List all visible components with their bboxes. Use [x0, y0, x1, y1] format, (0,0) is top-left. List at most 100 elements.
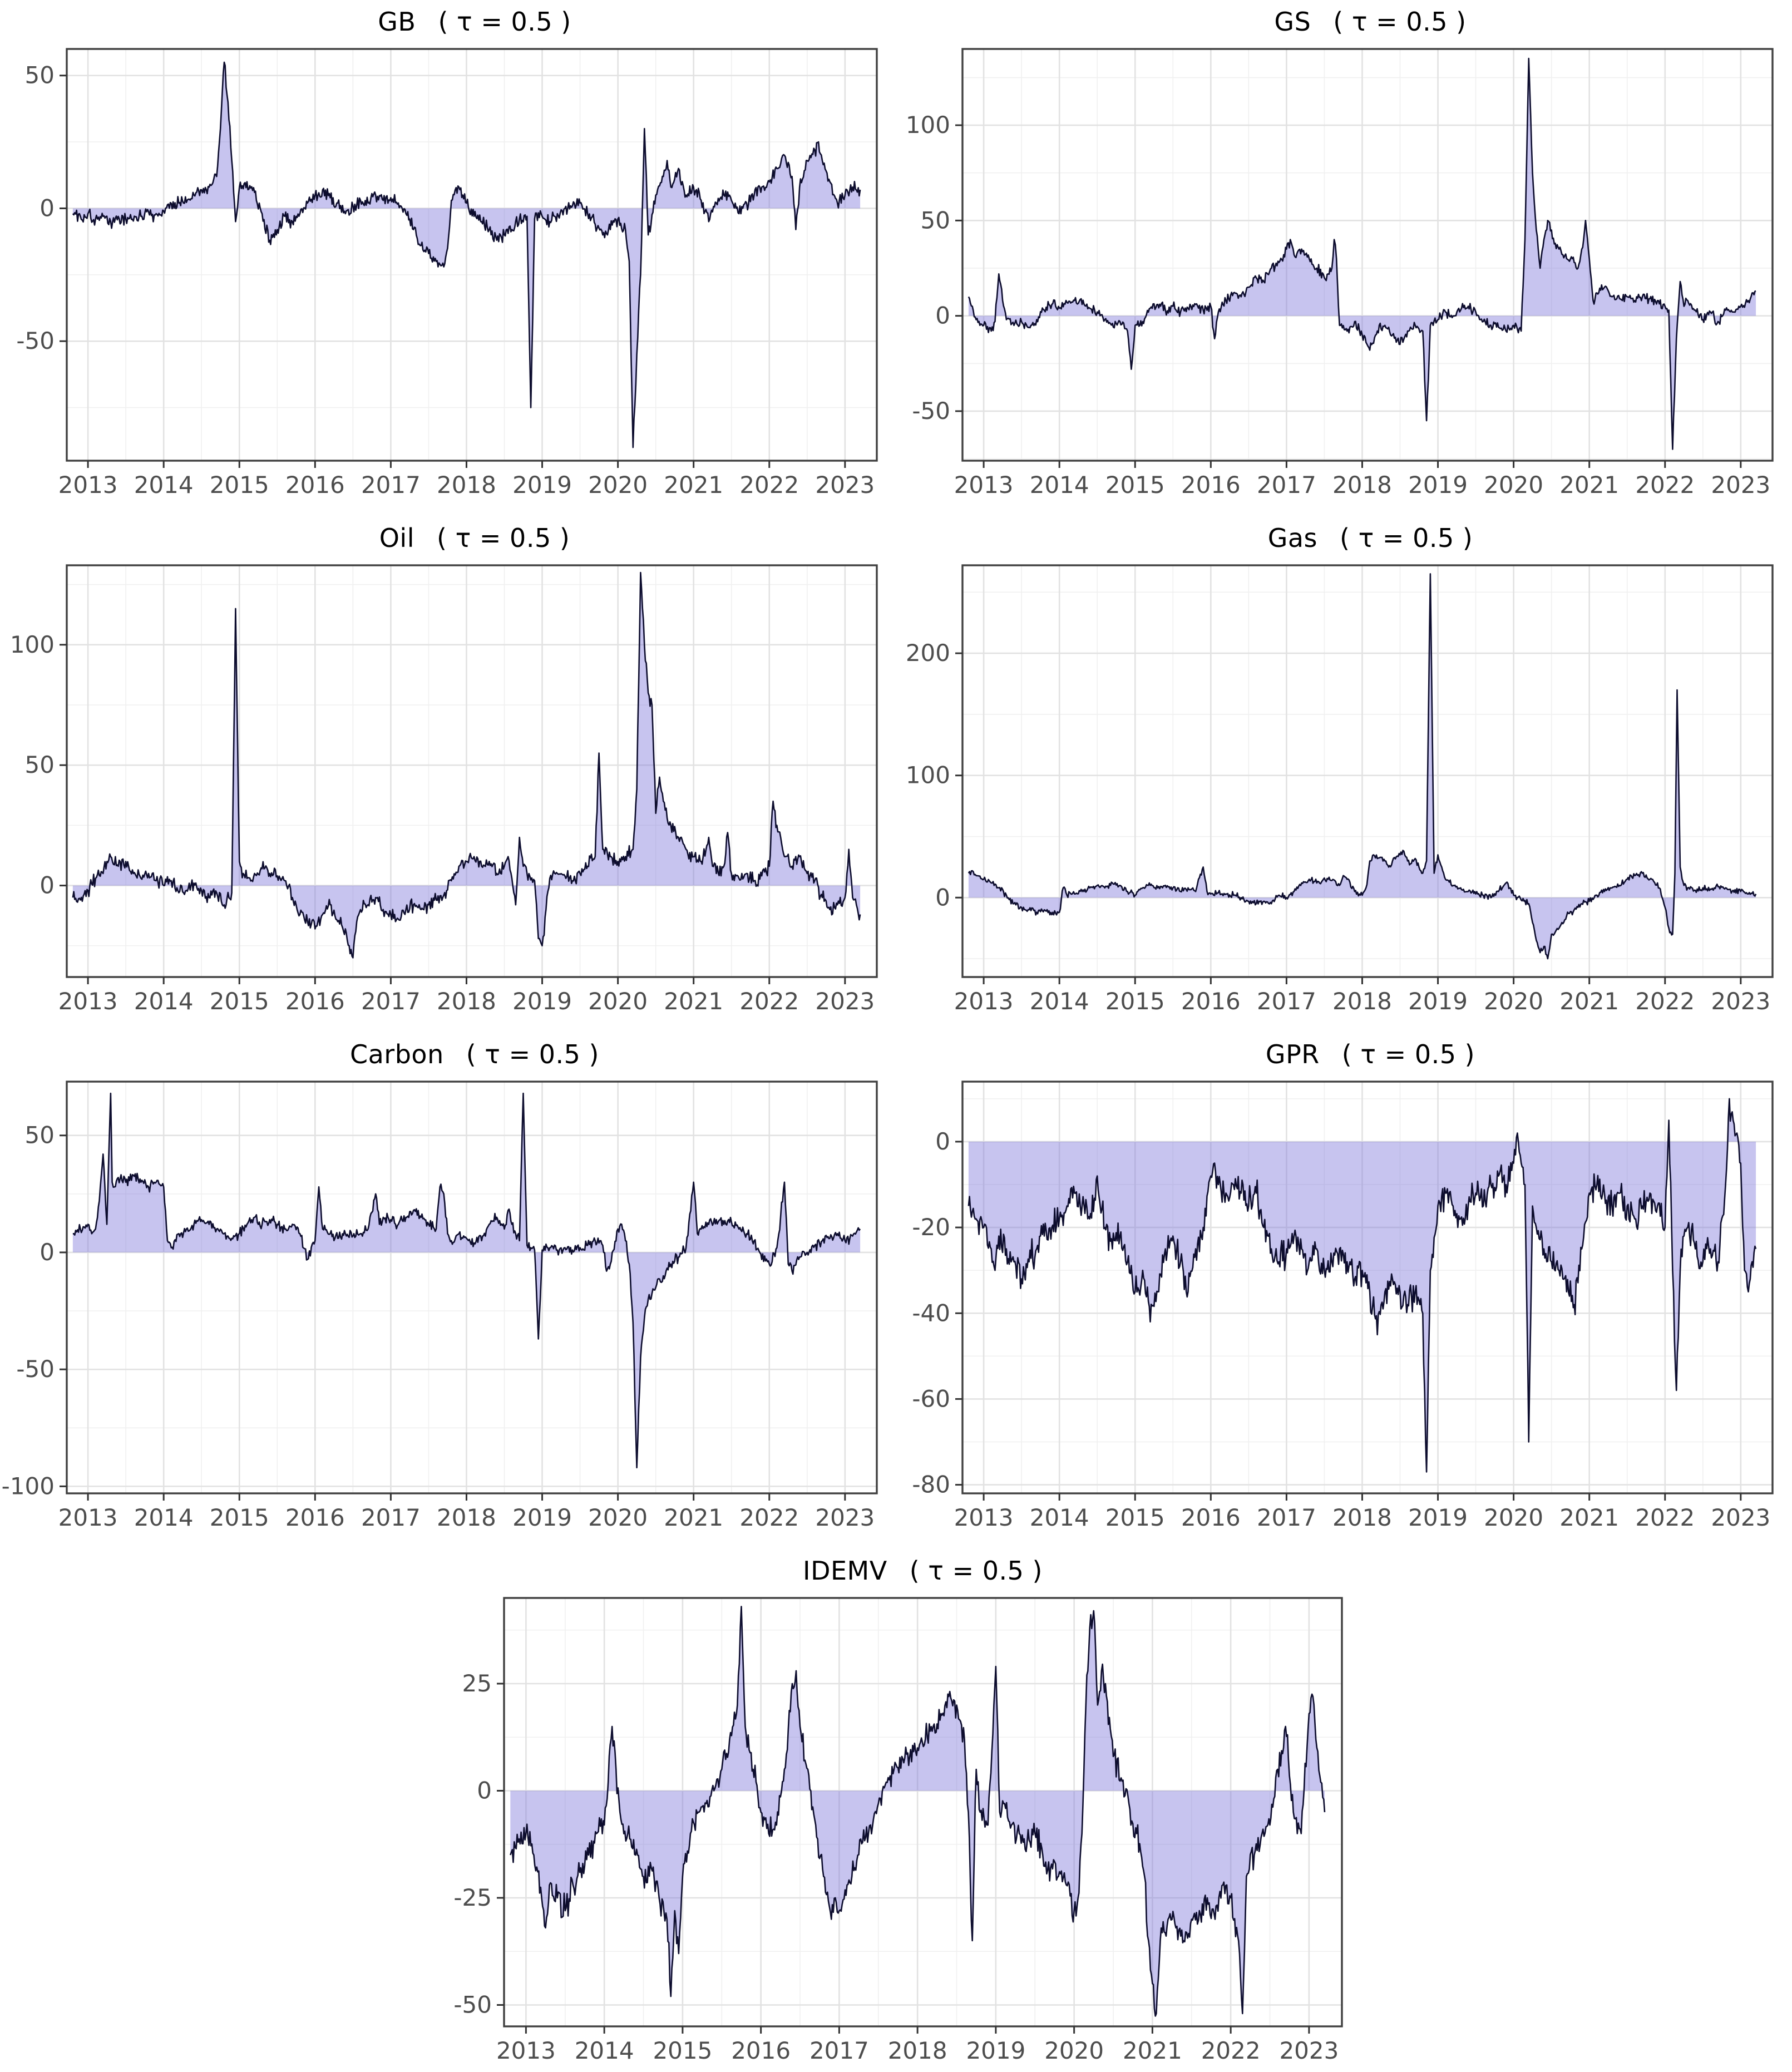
x-tick-label: 2021: [1122, 2037, 1182, 2064]
x-tick-label: 2019: [966, 2037, 1025, 2064]
x-tick-label: 2014: [1030, 988, 1089, 1015]
chart-panel-oil: Oil ( τ = 0.5 ) 2013 2014 2015 2016 2017 2018…: [0, 521, 896, 1023]
x-tick-label: 2018: [1332, 988, 1392, 1015]
area-fill: [72, 573, 861, 958]
chart-row-1: GB ( τ = 0.5 ) 2013 2014 2015 2016 2017 2018 2…: [0, 4, 1792, 506]
x-tick-label: 2022: [739, 988, 799, 1015]
x-tick-label: 2020: [1484, 1504, 1543, 1531]
x-tick-label: 2021: [664, 988, 723, 1015]
y-tick-label: -50: [912, 397, 950, 425]
x-tick-label: 2013: [58, 988, 118, 1015]
chart-title-tau: ( τ = 0.5 ): [466, 1039, 599, 1069]
x-tick-label: 2015: [1105, 471, 1165, 499]
y-tick-label: 50: [25, 751, 55, 778]
chart-title-gas: Gas ( τ = 0.5 ): [896, 521, 1791, 555]
x-tick-label: 2013: [954, 1504, 1014, 1531]
x-tick-label: 2023: [1711, 988, 1770, 1015]
series-line: [72, 571, 861, 959]
x-tick-label: 2017: [809, 2037, 868, 2064]
x-tick-label: 2019: [1408, 988, 1468, 1015]
y-tick-label: 50: [25, 62, 55, 89]
x-tick-label: 2022: [1635, 1504, 1695, 1531]
chart-row-2: Oil ( τ = 0.5 ) 2013 2014 2015 2016 2017 2018…: [0, 521, 1792, 1023]
x-tick-label: 2020: [588, 988, 648, 1015]
panel-border: [66, 564, 878, 978]
x-tick-label: 2016: [1181, 471, 1241, 499]
x-tick-label: 2014: [134, 988, 194, 1015]
chart-title-tau: ( τ = 0.5 ): [437, 523, 570, 553]
chart-row-3: Carbon ( τ = 0.5 ) 2013 2014 2015 2016 2017 2…: [0, 1037, 1792, 1539]
x-tick-label: 2019: [512, 471, 572, 499]
y-tick-label: 50: [25, 1122, 55, 1149]
chart-svg-carbon: 2013 2014 2015 2016 2017 2018 2019 2020 2021 2022…: [2, 1081, 878, 1531]
y-tick-label: 0: [40, 194, 55, 221]
y-tick-label: -40: [912, 1299, 950, 1326]
x-tick-label: 2015: [210, 988, 269, 1015]
series-line: [967, 1098, 1757, 1473]
chart-title-name: GS: [1274, 7, 1311, 37]
x-tick-label: 2013: [58, 1504, 118, 1531]
x-tick-label: 2014: [134, 471, 194, 499]
chart-title-gs: GS ( τ = 0.5 ): [896, 4, 1791, 39]
chart-title-tau: ( τ = 0.5 ): [1333, 7, 1467, 37]
y-tick-label: 0: [935, 884, 950, 911]
chart-title-name: Carbon: [350, 1039, 444, 1069]
x-tick-label: 2019: [512, 1504, 572, 1531]
plot-background: [962, 565, 1773, 977]
y-tick-label: 0: [477, 1777, 492, 1804]
y-tick-label: -100: [2, 1472, 55, 1499]
x-tick-label: 2013: [58, 471, 118, 499]
plot-background: [67, 565, 877, 977]
chart-svg-gpr: 2013 2014 2015 2016 2017 2018 2019 2020 2021 2022…: [912, 1081, 1774, 1531]
x-tick-label: 2014: [574, 2037, 634, 2064]
x-tick-label: 2022: [739, 1504, 799, 1531]
y-tick-label: 200: [906, 639, 950, 667]
x-tick-label: 2019: [512, 988, 572, 1015]
chart-title-carbon: Carbon ( τ = 0.5 ): [0, 1037, 896, 1072]
x-tick-label: 2017: [1257, 988, 1316, 1015]
x-tick-label: 2020: [588, 471, 648, 499]
series-line: [72, 61, 861, 448]
chart-title-name: Gas: [1267, 523, 1318, 553]
x-tick-label: 2021: [664, 1504, 723, 1531]
x-tick-label: 2020: [588, 1504, 648, 1531]
x-tick-label: 2014: [134, 1504, 194, 1531]
x-tick-label: 2013: [954, 471, 1014, 499]
x-tick-label: 2016: [1181, 988, 1241, 1015]
chart-title-name: IDEMV: [803, 1556, 887, 1586]
chart-panel-gas: Gas ( τ = 0.5 ) 2013 2014 2015 2016 2017 2018…: [896, 521, 1791, 1023]
x-tick-label: 2015: [210, 1504, 269, 1531]
y-tick-label: 0: [935, 302, 950, 329]
x-tick-label: 2018: [887, 2037, 947, 2064]
x-tick-label: 2020: [1484, 988, 1543, 1015]
chart-row-4: IDEMV ( τ = 0.5 ) 2013 2014 2015 2016 2017 20…: [0, 1553, 1792, 2072]
series-line: [509, 1606, 1325, 2017]
x-tick-label: 2018: [1332, 1504, 1392, 1531]
x-tick-label: 2018: [437, 988, 496, 1015]
x-tick-label: 2018: [437, 1504, 496, 1531]
series-line: [967, 57, 1756, 450]
x-tick-label: 2016: [285, 988, 345, 1015]
series-line: [967, 573, 1757, 960]
y-tick-label: 100: [906, 762, 950, 789]
x-tick-label: 2023: [815, 1504, 875, 1531]
x-tick-label: 2017: [1257, 471, 1316, 499]
x-tick-label: 2015: [210, 471, 269, 499]
x-tick-label: 2015: [653, 2037, 712, 2064]
chart-panel-gb: GB ( τ = 0.5 ) 2013 2014 2015 2016 2017 2018 2…: [0, 4, 896, 506]
y-tick-label: 25: [462, 1670, 491, 1697]
x-tick-label: 2021: [1559, 471, 1619, 499]
series-line: [72, 1092, 861, 1469]
panel-border: [66, 1081, 878, 1494]
x-tick-label: 2015: [1105, 1504, 1165, 1531]
x-tick-label: 2014: [1030, 1504, 1089, 1531]
chart-title-tau: ( τ = 0.5 ): [1341, 1039, 1475, 1069]
chart-title-name: GB: [378, 7, 416, 37]
x-tick-label: 2021: [1559, 988, 1619, 1015]
x-tick-label: 2022: [739, 471, 799, 499]
x-tick-label: 2014: [1030, 471, 1089, 499]
area-fill: [968, 1098, 1756, 1472]
x-tick-label: 2019: [1408, 1504, 1468, 1531]
panel-border: [961, 564, 1774, 978]
